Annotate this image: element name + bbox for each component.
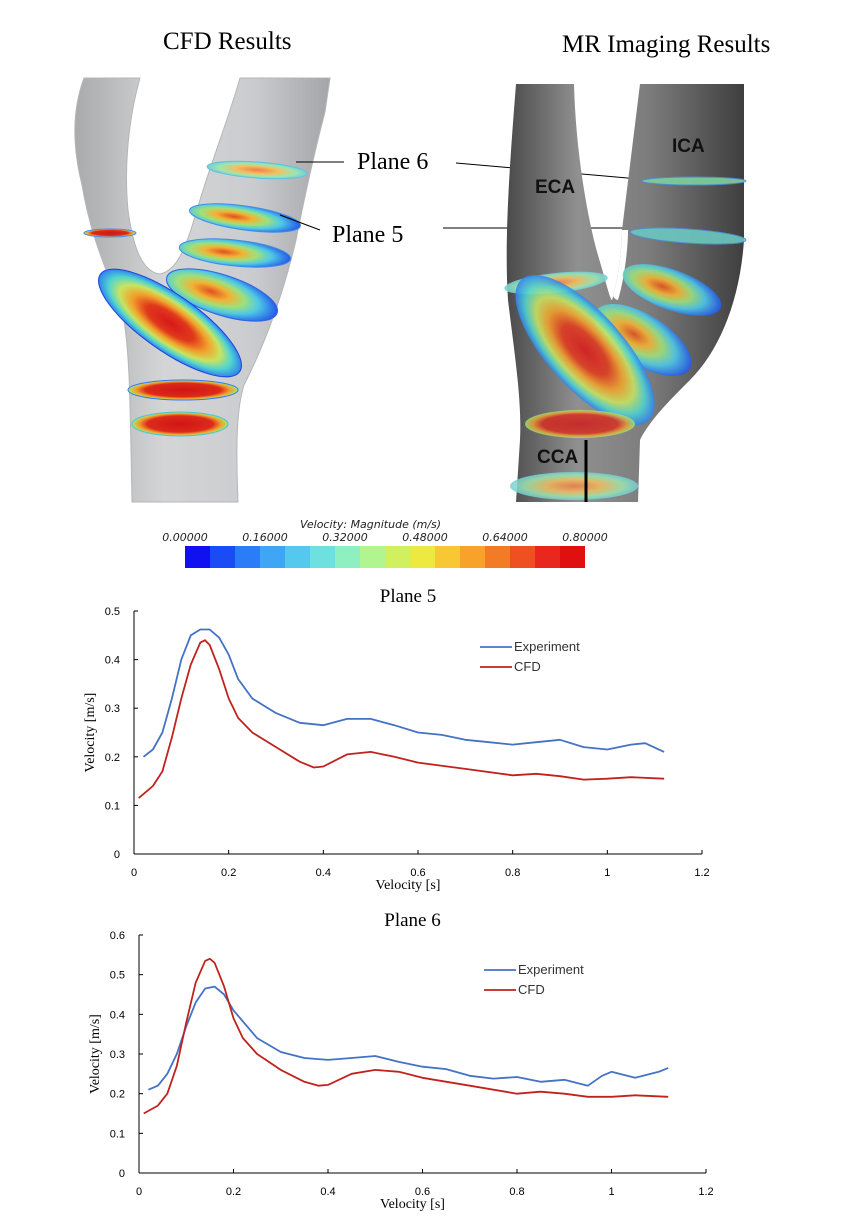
mr-label-ica: ICA [672,136,705,157]
mr-label-eca: ECA [535,177,576,198]
mr-vessel-illustration [506,84,744,502]
y-tick-label: 0.2 [105,752,120,764]
colorbar-swatch [210,546,235,568]
series-line-cfd [138,639,665,799]
colorbar-swatch [460,546,485,568]
y-tick-label: 0.5 [105,606,120,618]
cfd-heading: CFD Results [163,28,292,55]
colorbar-swatch [435,546,460,568]
colorbar-swatch [560,546,585,568]
series-line-experiment [142,628,665,758]
x-tick-label: 0.6 [410,867,425,879]
plane-5-label: Plane 5 [332,222,404,248]
cfd-plane-5 [189,203,301,233]
colorbar-tick-label: 0.16000 [242,531,288,544]
y-tick-label: 0.3 [110,1049,125,1061]
y-tick-label: 0.3 [105,703,120,715]
x-tick-label: 0.4 [316,867,331,879]
x-tick-label: 0.8 [505,867,520,879]
colorbar-swatch [185,546,210,568]
colorbar-swatch [510,546,535,568]
x-tick-label: 0 [136,1186,142,1198]
legend-label: Experiment [514,639,580,654]
cfd-plane-1 [131,411,229,437]
chart-title: Plane 6 [384,910,440,931]
cfd-plane-3 [165,268,279,322]
x-tick-label: 0.2 [226,1186,241,1198]
x-tick-label: 0.2 [221,867,236,879]
colorbar-tick-label: 0.80000 [562,531,608,544]
x-tick-label: 1.2 [698,1186,713,1198]
x-tick-label: 0.8 [509,1186,524,1198]
cfd-plane-4 [178,238,292,268]
y-tick-label: 0.5 [110,970,125,982]
x-tick-label: 0.4 [320,1186,335,1198]
colorbar-swatch [410,546,435,568]
legend-label: CFD [518,982,545,997]
cfd-plane-1b [127,379,239,401]
legend-label: Experiment [518,962,584,977]
y-tick-label: 0.2 [110,1089,125,1101]
cfd-plane-eca [83,228,137,238]
y-tick-label: 0.1 [110,1128,125,1140]
colorbar-swatch [360,546,385,568]
y-tick-label: 0.6 [110,930,125,942]
mr-heading: MR Imaging Results [562,31,771,58]
x-tick-label: 1 [604,867,610,879]
colorbar-tick-label: 0.64000 [482,531,528,544]
plane-5-leader-left [279,214,321,231]
cfd-vessel-illustration [74,77,747,503]
colorbar-swatch [385,546,410,568]
plane-6-label: Plane 6 [357,149,429,175]
colorbar-tick-label: 0.32000 [322,531,368,544]
colorbar-swatch [535,546,560,568]
chart-title: Plane 5 [380,586,436,607]
x-tick-label: 1.2 [694,867,709,879]
series-line-experiment [148,985,669,1091]
y-tick-label: 0.4 [110,1009,125,1021]
colorbar-swatch [485,546,510,568]
mr-plane-ica-2 [594,303,692,377]
colorbar-tick-label: 0.00000 [162,531,208,544]
x-tick-label: 0.6 [415,1186,430,1198]
y-tick-label: 0.4 [105,655,120,667]
colorbar-swatch [285,546,310,568]
x-axis-title: Velocity [s] [380,1197,445,1212]
series-line-cfd [143,957,669,1115]
y-tick-label: 0 [119,1168,125,1180]
colorbar-swatch [235,546,260,568]
x-tick-label: 0 [131,867,137,879]
colorbar-tick-label: 0.48000 [402,531,448,544]
y-axis-title: Velocity [m/s] [88,1014,103,1094]
mr-label-cca: CCA [537,447,579,468]
mr-plane-cca-1 [525,410,635,438]
colorbar-title: Velocity: Magnitude (m/s) [300,518,442,531]
colorbar-swatch [260,546,285,568]
cfd-plane-6 [206,160,308,180]
x-axis-title: Velocity [s] [376,878,441,893]
y-tick-label: 0 [114,849,120,861]
mr-plane-cca-2 [510,472,638,500]
colorbar [185,546,585,568]
chart-plane-5: Plane 5 0 0.1 0.2 0.3 0.4 0.5 0 0.2 0.4 0.6 0.8 1 1.2… [83,586,710,893]
colorbar-swatch [335,546,360,568]
legend-label: CFD [514,659,541,674]
y-axis-title: Velocity [m/s] [83,693,98,773]
mr-plane-main [515,274,655,426]
x-tick-label: 1 [608,1186,614,1198]
chart-plane-6: Plane 6 0 0.1 0.2 0.3 0.4 0.5 0.6 0 0.2 0.4 0.6 0.8 1… [88,910,714,1212]
y-tick-label: 0.1 [105,800,120,812]
mr-plane-6 [641,176,747,186]
mr-plane-5 [629,227,747,245]
colorbar-swatch [310,546,335,568]
cfd-plane-2 [98,268,242,378]
mr-plane-ica-1 [622,264,722,316]
